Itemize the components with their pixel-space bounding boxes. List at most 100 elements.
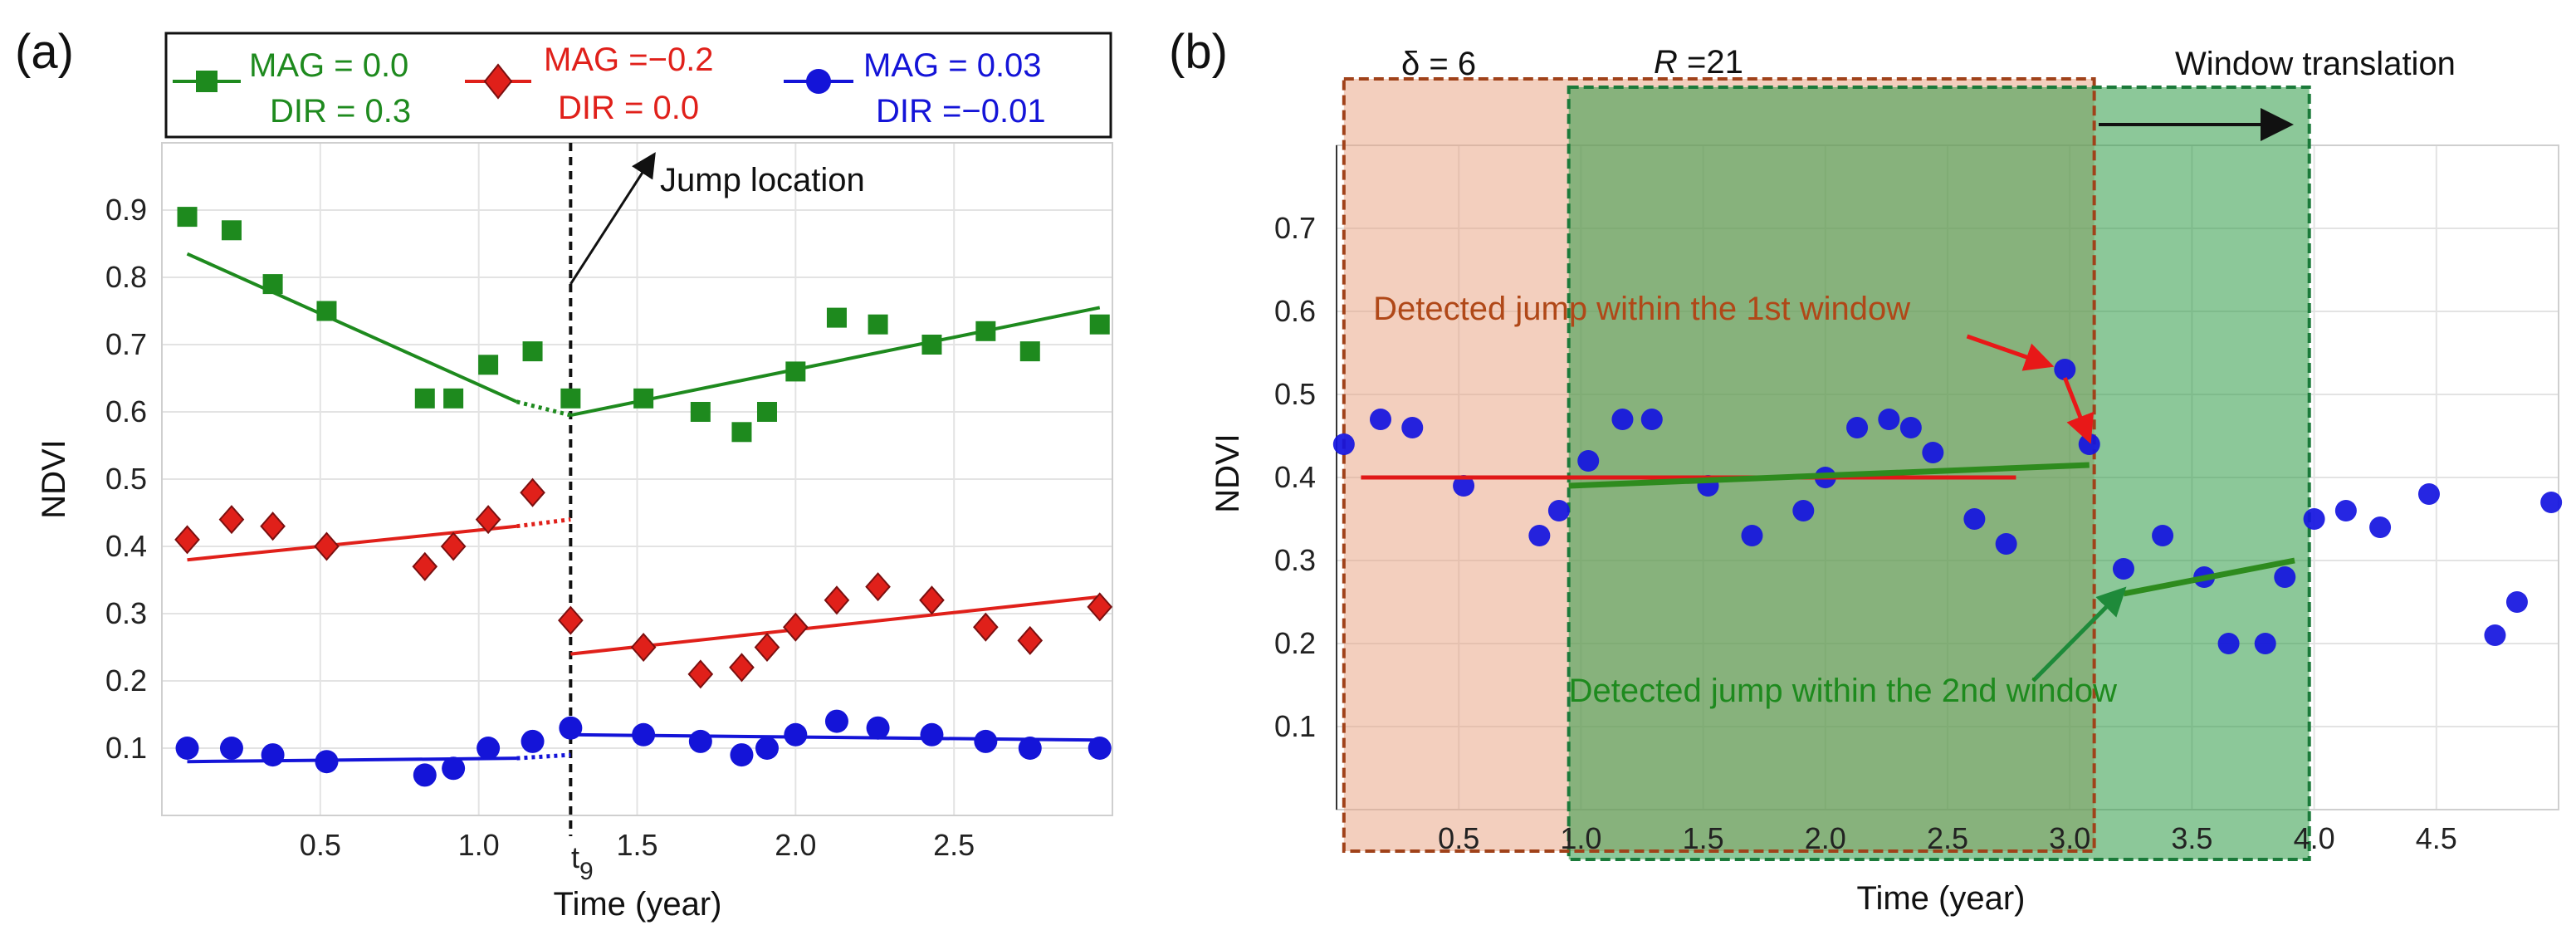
r-label-value: =21	[1678, 44, 1743, 81]
panel-b-y-tick-label: 0.5	[1274, 377, 1316, 411]
r-label-symbol: R	[1654, 44, 1678, 81]
panel-b-x-tick-label: 3.5	[2171, 821, 2212, 855]
panel-a-y-tick-label: 0.9	[105, 193, 147, 227]
legend-marker-red	[483, 63, 513, 100]
marker-red	[754, 632, 780, 663]
delta-label: δ = 6	[1401, 46, 1476, 82]
marker-green	[414, 388, 435, 409]
marker-red	[729, 653, 755, 683]
panel-b-fit-line	[2123, 557, 2295, 597]
marker-red	[260, 512, 286, 541]
marker-green	[221, 220, 242, 241]
jump-arrow-1st-drop	[2062, 377, 2095, 444]
panel-b-x-tick-label: 1.0	[1560, 821, 1601, 855]
panel-b: (b) 0.1 0.2 0.3 0.4 0.5 0.6 0.7 0.5 1.0 1.5 2.0 2.…	[1169, 25, 2563, 917]
annotation-1st-window: Detected jump within the 1st window	[1373, 291, 1910, 327]
annotation-2nd-window: Detected jump within the 2nd window	[1569, 673, 2117, 709]
marker-green	[921, 335, 942, 355]
jump-tick-t: t	[571, 840, 579, 874]
panel-b-x-tick-label: 2.0	[1805, 821, 1846, 855]
legend-dir-blue: DIR =−0.01	[876, 93, 1046, 130]
marker-red	[314, 531, 340, 561]
panel-b-x-ticks: 0.5 1.0 1.5 2.0 2.5 3.0 3.5 4.0 4.5	[1438, 821, 2457, 855]
window-1-border	[1342, 77, 2096, 853]
panel-a-markers	[174, 207, 1113, 787]
jump-location-label: Jump location	[660, 162, 865, 198]
panel-a-y-axis-label: NDVI	[36, 439, 72, 519]
ndvi-point	[1401, 417, 1424, 438]
legend-mag-green: MAG = 0.0	[249, 47, 408, 84]
ndvi-point	[2369, 516, 2392, 538]
marker-green	[478, 355, 499, 375]
panel-a-x-tick-label: 2.5	[933, 828, 975, 862]
marker-blue	[521, 729, 545, 753]
fit-line-red	[187, 524, 517, 562]
marker-green	[316, 301, 337, 321]
marker-green	[1019, 341, 1040, 362]
marker-red	[412, 551, 438, 581]
ndvi-point	[1899, 417, 1922, 438]
ndvi-point	[1995, 533, 2017, 555]
fit-line-green	[516, 399, 571, 418]
legend-box	[164, 32, 1112, 139]
marker-red	[630, 632, 657, 663]
marker-green	[690, 402, 711, 422]
marker-green	[731, 422, 752, 443]
fit-line-green	[569, 306, 1101, 418]
panel-a-y-ticks: 0.1 0.2 0.3 0.4 0.5 0.6 0.7 0.8 0.9	[105, 193, 147, 765]
jump-tick-label: t9	[571, 840, 594, 885]
marker-red	[440, 531, 467, 561]
ndvi-point	[2254, 633, 2276, 654]
marker-green	[975, 321, 996, 341]
marker-green	[785, 361, 806, 382]
panel-a-legend: MAG = 0.0 DIR = 0.3 MAG =−0.2 DIR = 0.0 …	[164, 32, 1112, 139]
ndvi-point	[2334, 500, 2357, 521]
legend-mag-red: MAG =−0.2	[544, 42, 714, 78]
panel-b-x-tick-label: 4.5	[2416, 821, 2457, 855]
marker-red	[174, 525, 200, 555]
panel-b-fit-lines	[1361, 462, 2295, 597]
panel-a-label: (a)	[15, 25, 74, 79]
panel-b-y-tick-label: 0.4	[1274, 460, 1316, 494]
jump-location-arrow	[569, 152, 656, 285]
ndvi-point	[1453, 475, 1475, 497]
panel-a-y-tick-label: 0.6	[105, 394, 147, 428]
marker-blue	[920, 722, 944, 747]
panel-a-fit-lines	[186, 252, 1101, 764]
ndvi-point	[2540, 492, 2563, 513]
marker-green	[633, 388, 654, 409]
marker-red	[865, 572, 891, 602]
panel-a-x-tick-label: 1.0	[458, 828, 500, 862]
ndvi-point	[1878, 409, 1900, 430]
ndvi-point	[1792, 500, 1815, 521]
ndvi-point	[1369, 409, 1391, 430]
ndvi-point	[1846, 417, 1869, 438]
marker-green	[262, 274, 283, 295]
marker-blue	[175, 737, 199, 760]
marker-blue	[974, 729, 998, 753]
marker-red	[687, 659, 714, 689]
ndvi-point	[1547, 500, 1570, 521]
legend-entry-green: MAG = 0.0 DIR = 0.3	[173, 47, 411, 130]
jump-arrow-1st	[1966, 334, 2055, 371]
marker-blue	[261, 743, 285, 767]
marker-red	[919, 585, 945, 615]
panel-a-y-tick-label: 0.1	[105, 731, 147, 765]
marker-blue	[442, 756, 466, 781]
jump-tick-sub: 9	[579, 858, 594, 885]
marker-green	[868, 314, 888, 335]
legend-entry-red: MAG =−0.2 DIR = 0.0	[465, 42, 714, 126]
panel-a-y-tick-label: 0.7	[105, 327, 147, 361]
marker-green	[443, 388, 464, 409]
marker-blue	[1018, 737, 1042, 760]
ndvi-point	[1611, 409, 1634, 430]
panel-b-y-tick-label: 0.6	[1274, 294, 1316, 328]
panel-b-x-tick-label: 2.5	[1927, 821, 1968, 855]
fit-line-blue	[187, 756, 517, 764]
ndvi-point	[1577, 450, 1600, 472]
panel-b-x-tick-label: 4.0	[2294, 821, 2335, 855]
marker-blue	[413, 763, 437, 787]
ndvi-point	[2417, 483, 2440, 505]
marker-green	[522, 341, 543, 362]
marker-red	[973, 612, 999, 642]
